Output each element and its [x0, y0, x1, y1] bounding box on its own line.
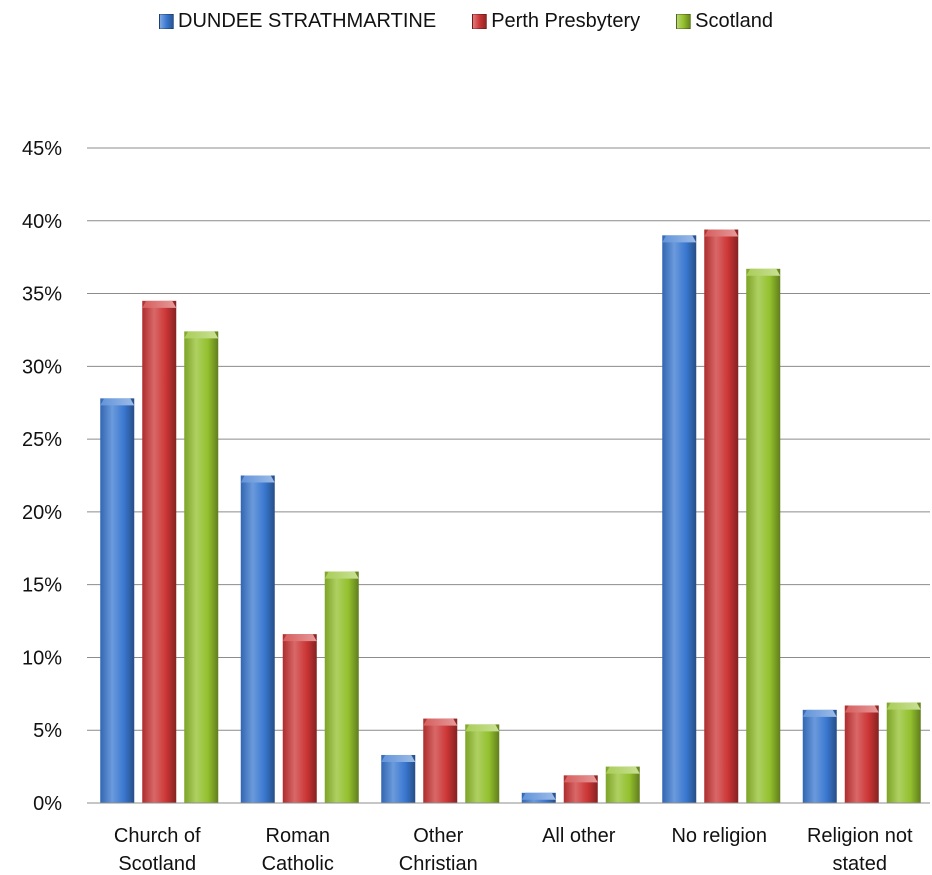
- x-tick-label: Scotland: [118, 853, 196, 875]
- bar-top: [844, 705, 879, 713]
- bar-top: [240, 475, 275, 483]
- y-tick-label: 40%: [22, 211, 62, 233]
- legend-swatch: [159, 14, 175, 29]
- y-tick-label: 25%: [22, 429, 62, 451]
- x-tick-label: No religion: [671, 825, 767, 847]
- x-tick-label: Catholic: [262, 853, 334, 875]
- y-tick-label: 10%: [22, 647, 62, 669]
- legend-item: Perth Presbytery: [472, 10, 640, 33]
- bar: [746, 268, 781, 803]
- x-tick-label: All other: [542, 825, 616, 847]
- bar: [381, 754, 416, 803]
- legend-label: Scotland: [695, 10, 773, 32]
- y-tick-label: 0%: [33, 793, 62, 815]
- bar: [282, 634, 317, 803]
- legend-item: DUNDEE STRATHMARTINE: [159, 10, 436, 33]
- y-tick-label: 30%: [22, 356, 62, 378]
- legend-label: Perth Presbytery: [491, 10, 641, 32]
- bar-top: [521, 792, 556, 800]
- y-tick-label: 35%: [22, 284, 62, 306]
- bar-top: [282, 634, 317, 642]
- bar-top: [184, 331, 219, 339]
- x-tick-label: Christian: [399, 853, 478, 875]
- bar: [100, 398, 135, 803]
- bar: [240, 475, 275, 803]
- bar-top: [605, 766, 640, 774]
- bar-top: [886, 702, 921, 710]
- y-tick-label: 15%: [22, 575, 62, 597]
- bar: [886, 702, 921, 803]
- bar-top: [704, 229, 739, 237]
- bar-top: [802, 709, 837, 717]
- legend-swatch: [472, 14, 488, 29]
- bar-top: [100, 398, 135, 406]
- x-tick-label: stated: [833, 853, 887, 875]
- bar-top: [662, 235, 697, 243]
- bar: [184, 331, 219, 803]
- x-tick-label: Other: [413, 825, 463, 847]
- y-tick-label: 5%: [33, 720, 62, 742]
- bar-top: [423, 718, 458, 726]
- bar: [423, 718, 458, 803]
- legend-swatch: [676, 14, 692, 29]
- y-tick-label: 20%: [22, 502, 62, 524]
- bar: [662, 235, 697, 804]
- bar: [844, 705, 879, 803]
- x-tick-label: Roman: [266, 825, 330, 847]
- bar: [324, 571, 359, 803]
- legend-item: Scotland: [676, 10, 773, 33]
- bar-top: [746, 268, 781, 276]
- bar-top: [324, 571, 359, 579]
- bar-top: [381, 754, 416, 762]
- bar: [802, 709, 837, 803]
- bar: [142, 300, 177, 803]
- y-tick-label: 45%: [22, 138, 62, 160]
- x-tick-label: Religion not: [807, 825, 913, 847]
- bar: [704, 229, 739, 803]
- bar-top: [563, 775, 598, 783]
- bar-top: [465, 724, 500, 732]
- legend: DUNDEE STRATHMARTINE Perth Presbytery Scot…: [0, 10, 932, 33]
- bar-top: [142, 300, 177, 308]
- legend-label: DUNDEE STRATHMARTINE: [178, 10, 437, 32]
- x-tick-label: Church of: [114, 825, 201, 847]
- bar: [465, 724, 500, 803]
